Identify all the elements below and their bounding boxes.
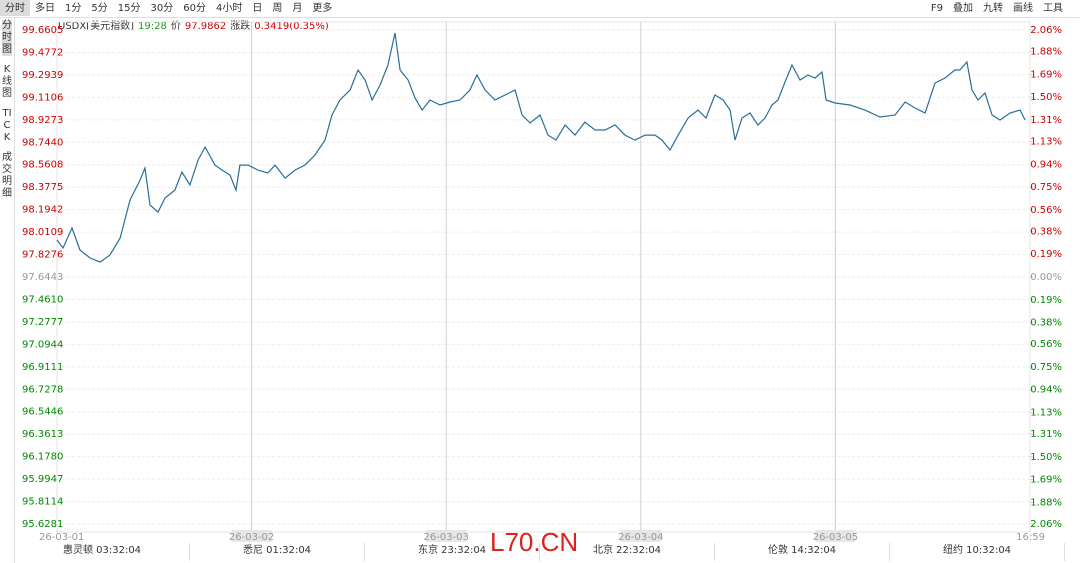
timezone-time: 东京 23:32:04 [365,543,540,561]
y-tick-label: 99.1106 [22,92,63,103]
quote-header: USDX[美元指数] 19:28 价 97.9862 涨跌 0.3419(0.35%) [58,17,333,32]
timezone-time: 北京 22:32:04 [540,543,715,561]
watermark: L70.CN [490,527,579,557]
date-box [231,530,272,542]
tool-button[interactable]: 九转 [983,3,1003,14]
sidebar-tab[interactable]: K线图 [2,64,12,99]
y2-tick-label: 0.56% [1030,205,1062,216]
y-tick-label: 98.9273 [22,115,63,126]
y2-tick-label: 1.31% [1030,429,1062,440]
timezone-time: 伦敦 14:32:04 [715,543,890,561]
y-tick-label: 95.8114 [22,497,63,508]
y-tick-label: 99.2939 [22,70,63,81]
tool-button[interactable]: F9 [930,3,943,14]
x-tick-label: 26-03-05 [813,532,858,543]
price: 97.9862 [184,21,227,32]
period-button[interactable]: 月 [292,3,303,14]
y-tick-label: 98.7440 [22,137,63,148]
timezone-time: 悉尼 01:32:04 [190,543,365,561]
y-tick-label: 96.1780 [22,452,63,463]
period-button[interactable]: 5分 [91,3,108,14]
y-tick-label: 98.5608 [22,160,63,171]
y-tick-label: 99.4772 [22,47,63,58]
y-tick-label: 99.6605 [22,25,63,36]
y2-tick-label: 0.19% [1030,249,1062,260]
period-button[interactable]: 30分 [150,3,174,14]
period-button[interactable]: 1分 [65,3,82,14]
price-label: 价 [170,21,181,32]
toolbar: 分时 多日 1分 5分 15分 30分 60分 4小时日周月更多 F9 叠加 九转 画线 工具 [0,0,1080,18]
price-line [56,32,1026,263]
y-tick-label: 97.8276 [22,250,63,261]
quote-time: 19:28 [138,21,167,32]
x-tick-label: 26-03-04 [618,532,663,543]
symbol: USDX[美元指数] [58,21,135,32]
y2-tick-label: 2.06% [1030,519,1062,530]
y-tick-label: 95.9947 [22,474,63,485]
y-tick-label: 97.4610 [22,294,63,305]
tool-button[interactable]: 工具 [1043,3,1063,14]
y-tick-label: 98.3775 [22,182,63,193]
y2-tick-label: 1.13% [1030,407,1062,418]
change: 0.3419(0.35%) [254,21,329,32]
x-tick-label: 26-03-01 [39,532,84,543]
y2-tick-label: 0.38% [1030,318,1062,329]
sidebar-tab[interactable]: TICK [2,108,12,143]
y2-tick-label: 0.75% [1030,182,1062,193]
sidebar-tab[interactable]: 成交明细 [2,152,12,199]
y-tick-label: 96.9111 [22,362,63,373]
y-tick-label: 96.5446 [22,407,63,418]
tool-button[interactable]: 叠加 [953,3,973,14]
y2-tick-label: 1.13% [1030,137,1062,148]
y2-tick-label: 1.50% [1030,92,1062,103]
tool-button[interactable]: 画线 [1013,3,1033,14]
period-button[interactable]: 15分 [117,3,141,14]
period-button[interactable]: 周 [272,3,283,14]
period-button[interactable]: 4小时 [215,3,243,14]
y2-tick-label: 0.94% [1030,385,1062,396]
y2-tick-label: 2.06% [1030,25,1062,36]
period-button[interactable]: 分时 [0,0,30,16]
y-tick-label: 98.0109 [22,227,63,238]
timezone-bar: 惠灵顿 03:32:04 悉尼 01:32:04 东京 23:32:04 北京 22:… [15,543,1065,561]
x-tick-label: 16:59 [1016,532,1045,543]
x-tick-label: 26-03-02 [229,532,274,543]
period-button[interactable]: 日 [252,3,263,14]
y2-tick-label: 0.00% [1030,272,1062,283]
period-button[interactable]: 更多 [312,3,333,14]
y2-tick-label: 1.31% [1030,115,1062,126]
y2-tick-label: 1.88% [1030,497,1062,508]
y2-tick-label: 0.19% [1030,295,1062,306]
y2-tick-label: 0.38% [1030,226,1062,237]
timezone-time: 惠灵顿 03:32:04 [15,543,190,561]
y-tick-label: 95.6281 [22,519,63,530]
date-box [815,530,856,542]
y-tick-label: 96.7278 [22,384,63,395]
y2-tick-label: 0.75% [1030,362,1062,373]
y2-tick-label: 1.50% [1030,452,1062,463]
y-tick-label: 97.6443 [22,272,63,283]
y2-tick-label: 1.69% [1030,475,1062,486]
timezone-time: 纽约 10:32:04 [890,543,1065,561]
y2-tick-label: 0.94% [1030,159,1062,170]
y2-tick-label: 1.88% [1030,47,1062,58]
y-tick-label: 97.0944 [22,339,63,350]
y-tick-label: 97.2777 [22,317,63,328]
period-button[interactable]: 多日 [35,3,55,14]
change-label: 涨跌 [230,21,251,32]
y-tick-label: 96.3613 [22,429,63,440]
sidebar: 分时图 K线图 TICK 成交明细 [0,18,15,563]
tool-group: F9 叠加 九转 画线 工具 [926,0,1068,16]
period-button[interactable]: 60分 [183,3,206,14]
sidebar-tab[interactable]: 分时图 [2,20,12,56]
y-tick-label: 98.1942 [22,205,63,216]
x-tick-label: 26-03-03 [424,532,469,543]
y2-tick-label: 1.69% [1030,69,1062,80]
date-box [426,530,467,542]
y2-tick-label: 0.56% [1030,339,1062,350]
date-box [620,530,661,542]
